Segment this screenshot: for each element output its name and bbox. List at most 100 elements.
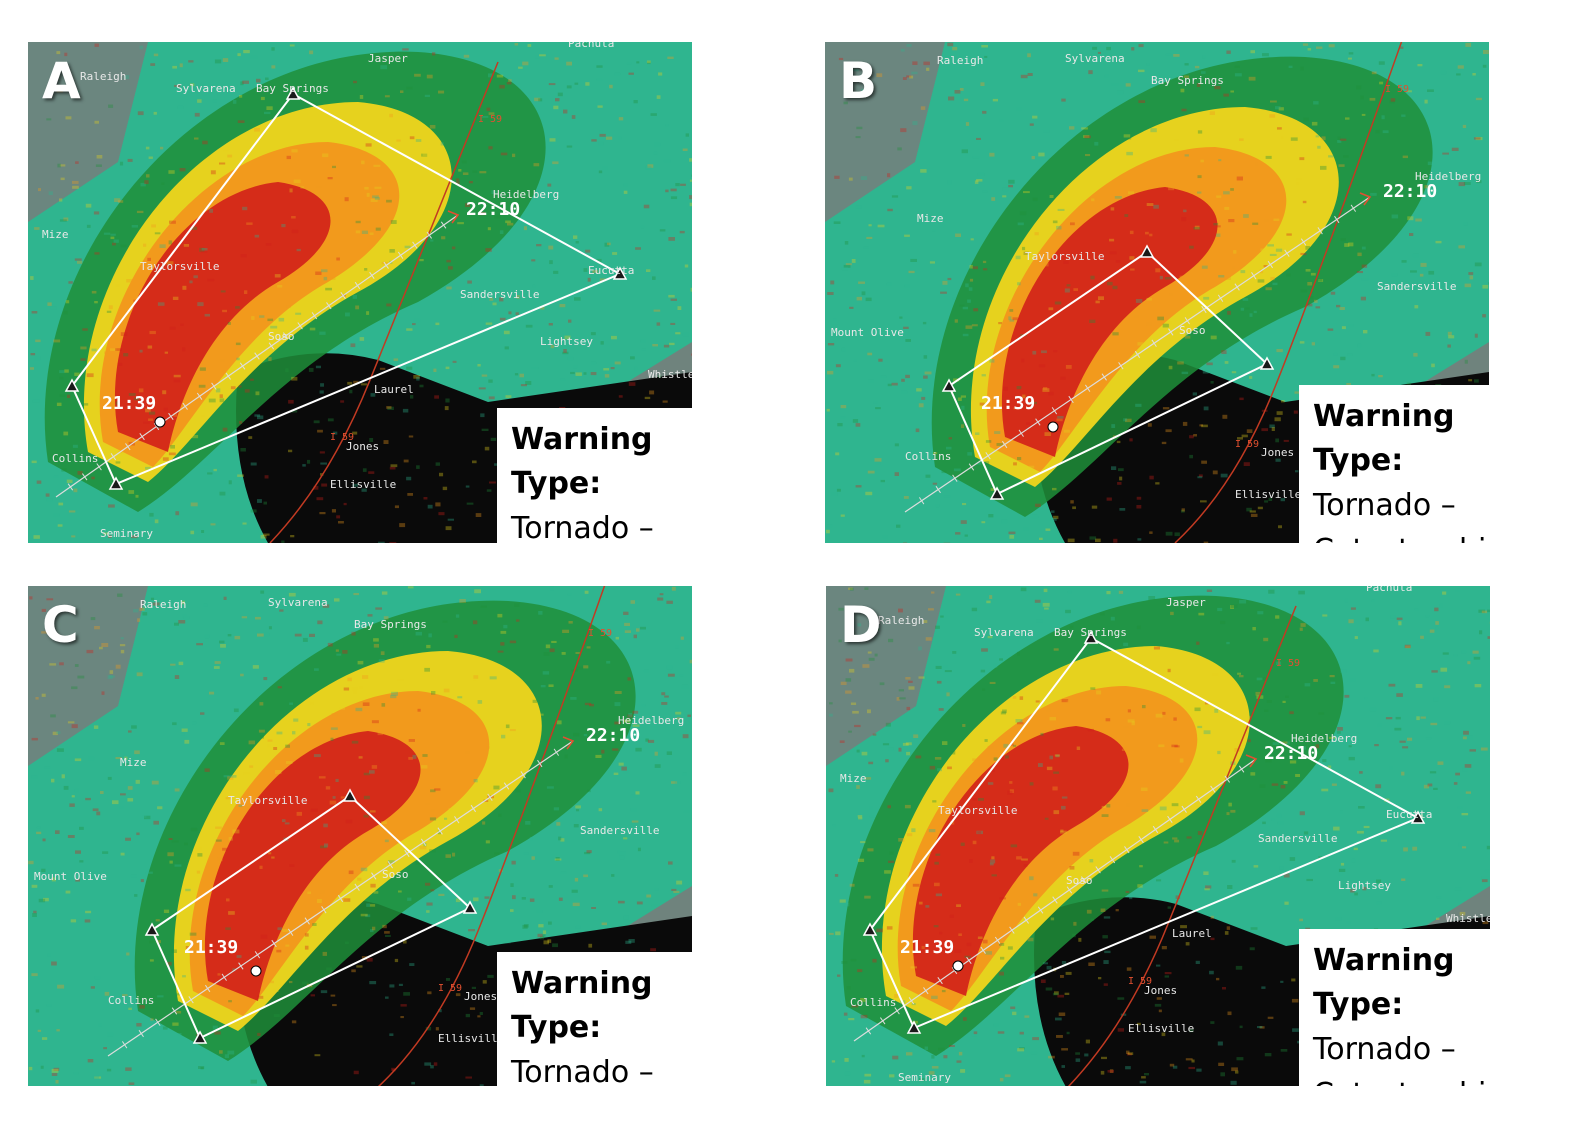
town-label: Bay Springs	[354, 618, 427, 631]
storm-track-tick	[1095, 866, 1101, 874]
warning-label-title: Warning Type:	[1313, 399, 1455, 478]
town-label: Sandersville	[1258, 832, 1337, 845]
warning-label-a: Warning Type: Tornado – Base	[497, 408, 692, 543]
town-label: Sylvarena	[268, 596, 328, 609]
storm-track-tick	[125, 443, 131, 451]
storm-track-tick	[520, 771, 526, 779]
town-label: Mount Olive	[831, 326, 904, 339]
storm-track-tick	[1195, 795, 1202, 803]
interstate-label: I 59	[1128, 976, 1152, 987]
town-label: Raleigh	[878, 614, 924, 627]
storm-track-tick	[1109, 856, 1116, 864]
town-label: Eucutta	[1386, 808, 1432, 821]
storm-track-tick	[326, 302, 332, 310]
storm-track-tick	[1251, 272, 1257, 280]
radar-panel-a: Raleigh Sylvarena Bay Springs Heidelberg Miz…	[28, 42, 692, 543]
town-label: Soso	[382, 868, 409, 881]
storm-track-tick	[1334, 215, 1340, 224]
panel-letter-b: B	[839, 52, 878, 110]
storm-track-tick	[1138, 836, 1144, 844]
storm-track-tick	[1167, 815, 1173, 823]
interstate-label: I 59	[330, 432, 354, 443]
warning-label-type: Tornado – Base	[511, 1055, 654, 1086]
storm-track-tick	[980, 946, 986, 954]
storm-track-tick	[1210, 785, 1216, 793]
storm-track-tick	[440, 221, 447, 229]
storm-track-tick	[966, 956, 972, 964]
town-label: Heidelberg	[493, 188, 559, 201]
town-label: Sylvarena	[974, 626, 1034, 639]
town-label: Laurel	[1172, 927, 1212, 940]
storm-track-tick	[951, 966, 958, 975]
storm-track-tick	[67, 483, 74, 491]
interstate-label: I 59	[588, 628, 612, 639]
polygon-vertex-marker	[1259, 356, 1275, 370]
town-label: Ellisville	[330, 478, 396, 491]
town-label: Ellisville	[438, 1032, 504, 1045]
warning-label-d: Warning Type: Tornado – Catastrophic	[1299, 929, 1490, 1086]
storm-track-tick	[138, 1029, 144, 1038]
storm-track-tick	[397, 251, 404, 259]
storm-track-tick	[1168, 328, 1174, 336]
storm-track-tick	[1009, 926, 1015, 934]
storm-track-tick	[470, 804, 477, 813]
storm-time-label: 22:10	[1383, 181, 1437, 202]
town-label: Bay Springs	[1054, 626, 1127, 639]
storm-track-tick	[1217, 294, 1224, 302]
town-label: Jasper	[1166, 596, 1206, 609]
storm-track-tick	[1080, 876, 1087, 884]
storm-location-marker	[154, 416, 166, 428]
storm-track-tick	[221, 973, 227, 981]
town-label: Collins	[850, 996, 896, 1009]
warning-label-b: Warning Type: Tornado – Catastrophic	[1299, 385, 1489, 543]
town-label: Mize	[120, 756, 147, 769]
panel-letter-d: D	[840, 596, 882, 654]
interstate-line	[1067, 605, 1297, 1086]
town-label: Jasper	[368, 52, 408, 65]
echo-red	[114, 182, 331, 452]
town-label: Taylorsville	[938, 804, 1017, 817]
storm-track-tick	[304, 917, 310, 925]
storm-track-tick	[968, 463, 975, 471]
warning-label-title: Warning Type:	[511, 966, 653, 1045]
town-label: Soso	[1179, 324, 1206, 337]
storm-track-tick	[96, 463, 102, 471]
interstate-line	[1174, 42, 1403, 543]
town-label: Sylvarena	[1065, 52, 1125, 65]
interstate-line	[269, 61, 499, 543]
echo-red	[912, 726, 1129, 996]
storm-track-tick	[271, 939, 277, 948]
town-label: Lightsey	[1338, 879, 1391, 892]
storm-track-tick	[537, 759, 543, 768]
storm-track-tick	[204, 984, 211, 993]
storm-track-tick	[139, 433, 145, 441]
storm-track-tick	[1052, 896, 1058, 904]
storm-track-tick	[937, 977, 943, 985]
storm-track-tick	[985, 452, 991, 460]
storm-track-tick	[254, 951, 261, 959]
storm-track-tick	[1234, 283, 1240, 291]
storm-track-tick	[387, 861, 394, 869]
storm-track-tick	[1224, 775, 1231, 783]
storm-track-tick	[894, 1007, 900, 1015]
polygon-vertex-marker	[64, 378, 80, 392]
polygon-vertex-marker	[1083, 630, 1099, 644]
town-label: Whistler	[648, 368, 692, 381]
polygon-vertex-marker	[1410, 810, 1426, 824]
polygon-vertex-marker	[108, 476, 124, 490]
panel-letter-c: C	[42, 596, 79, 654]
storm-track-tick	[1023, 916, 1030, 924]
storm-track-tick	[1350, 204, 1357, 212]
storm-track-tick	[282, 332, 289, 340]
clear-air-region	[826, 586, 946, 766]
echo-red	[204, 731, 421, 1001]
storm-track-tick	[952, 474, 958, 482]
storm-track-tick	[369, 271, 375, 279]
storm-location-marker	[1047, 421, 1059, 433]
storm-track-tick	[1317, 227, 1323, 235]
town-label: Raleigh	[80, 70, 126, 83]
storm-track-tick	[254, 352, 260, 360]
storm-track-tick	[994, 936, 1001, 944]
storm-track-tick	[1037, 906, 1044, 914]
polygon-vertex-marker	[941, 378, 957, 392]
